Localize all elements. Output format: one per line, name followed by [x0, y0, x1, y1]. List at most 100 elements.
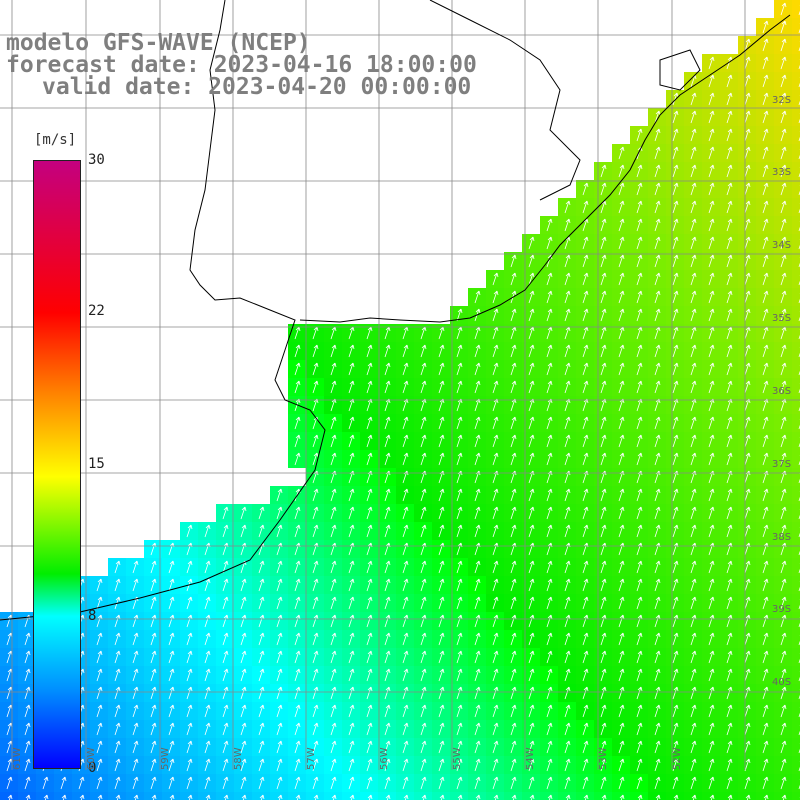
wind-arrow	[762, 506, 769, 520]
wind-arrow	[762, 614, 769, 628]
wind-arrow	[474, 416, 481, 430]
wind-arrow	[528, 434, 535, 448]
wind-arrow	[708, 308, 715, 322]
wind-arrow	[744, 578, 751, 592]
wind-arrow	[240, 578, 247, 592]
wind-arrow	[312, 686, 319, 700]
wind-arrow	[420, 434, 427, 448]
wind-arrow	[636, 596, 643, 610]
wind-arrow	[492, 416, 499, 430]
wind-arrow	[294, 740, 301, 754]
lon-label-58w: 58W	[233, 747, 244, 770]
wind-arrow	[168, 668, 175, 682]
wind-arrow	[402, 686, 409, 700]
wind-arrow	[690, 380, 697, 394]
wind-arrow	[492, 758, 499, 772]
coastline-interior	[429, 0, 581, 201]
wind-arrow	[618, 452, 625, 466]
wind-arrow	[744, 38, 751, 52]
wind-arrow	[762, 776, 769, 790]
wind-arrow	[222, 740, 229, 754]
wind-arrow	[132, 740, 139, 754]
wind-arrow	[114, 722, 121, 736]
wind-arrow	[780, 182, 787, 196]
wind-arrow	[672, 200, 679, 214]
wind-arrow	[780, 758, 787, 772]
wind-arrow	[528, 758, 535, 772]
wind-arrow	[403, 794, 409, 800]
wind-arrow	[690, 344, 697, 358]
wind-arrow	[762, 524, 769, 538]
wind-arrow	[96, 632, 103, 646]
wind-arrow	[618, 614, 625, 628]
wind-arrow	[312, 614, 319, 628]
wind-arrow	[366, 326, 373, 340]
wind-arrow	[150, 578, 157, 592]
wind-arrow	[402, 776, 409, 790]
wind-arrow	[492, 272, 499, 286]
wind-arrow	[618, 344, 625, 358]
wind-arrow	[132, 758, 139, 772]
wind-arrow	[366, 434, 373, 448]
wind-arrow	[564, 722, 571, 736]
wind-arrow	[330, 560, 337, 574]
wind-arrow	[42, 776, 49, 790]
wind-arrow	[168, 722, 175, 736]
wind-cell	[792, 666, 800, 684]
wind-arrow	[474, 560, 481, 574]
wind-arrow	[204, 578, 211, 592]
wind-arrow	[672, 344, 679, 358]
wind-arrow	[780, 164, 787, 178]
wind-arrow	[600, 254, 607, 268]
wind-arrow	[690, 704, 697, 718]
wind-arrow	[762, 704, 769, 718]
wind-arrow	[330, 488, 337, 502]
wind-arrow	[726, 326, 733, 340]
wind-arrow	[366, 650, 373, 664]
wind-arrow	[636, 254, 643, 268]
wind-arrow	[636, 272, 643, 286]
wind-arrow	[726, 236, 733, 250]
wind-arrow	[582, 506, 589, 520]
wind-arrow	[582, 614, 589, 628]
wind-arrow	[456, 776, 463, 790]
wind-arrow	[582, 596, 589, 610]
wind-arrow	[546, 272, 553, 286]
wind-arrow	[258, 668, 265, 682]
wind-arrow	[366, 452, 373, 466]
wind-arrow	[708, 344, 715, 358]
wind-arrow	[222, 614, 229, 628]
wind-arrow	[564, 362, 571, 376]
wind-arrow	[636, 290, 643, 304]
wind-arrow	[528, 506, 535, 520]
wind-arrow	[672, 506, 679, 520]
wind-arrow	[456, 722, 463, 736]
wind-arrow	[312, 326, 319, 340]
wind-arrow	[312, 506, 319, 520]
wind-arrow	[168, 740, 175, 754]
wind-arrow	[402, 452, 409, 466]
wind-arrow	[672, 92, 679, 106]
wind-arrow	[582, 578, 589, 592]
wind-arrow	[690, 488, 697, 502]
wind-arrow	[636, 704, 643, 718]
wind-arrow	[654, 290, 661, 304]
wind-arrow	[708, 254, 715, 268]
wind-arrow	[384, 506, 391, 520]
wind-arrow	[132, 578, 139, 592]
wind-arrow	[492, 560, 499, 574]
wind-arrow	[43, 794, 49, 800]
wind-arrow	[528, 344, 535, 358]
wind-arrow	[438, 506, 445, 520]
wind-arrow	[420, 776, 427, 790]
wind-arrow	[780, 704, 787, 718]
lat-label-39s: 39S	[772, 604, 792, 615]
wind-arrow	[438, 632, 445, 646]
wind-arrow	[384, 722, 391, 736]
wind-arrow	[150, 614, 157, 628]
wind-arrow	[654, 416, 661, 430]
wind-arrow	[276, 686, 283, 700]
wind-arrow	[582, 308, 589, 322]
wind-arrow	[726, 290, 733, 304]
wind-arrow	[546, 578, 553, 592]
